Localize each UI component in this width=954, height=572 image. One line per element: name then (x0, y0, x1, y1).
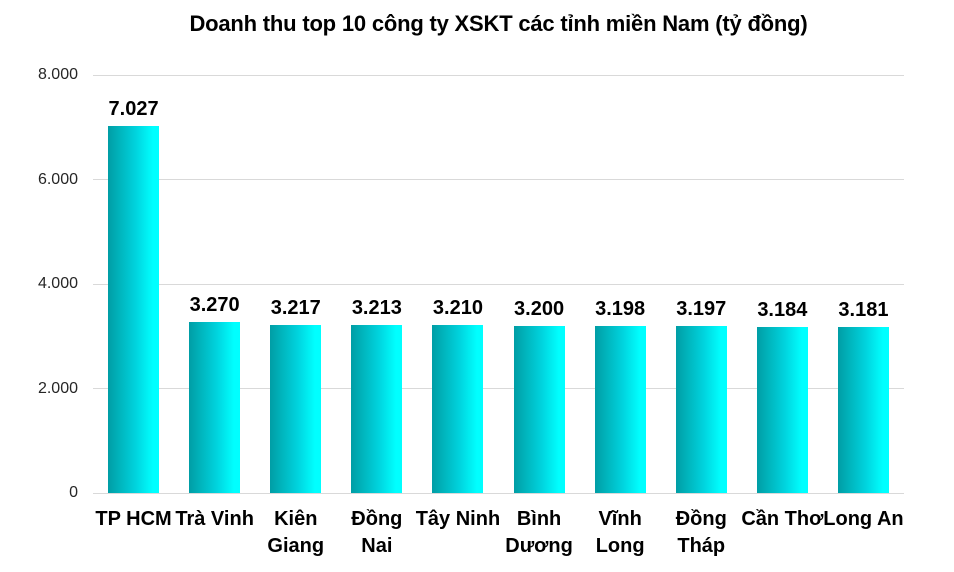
gridline (93, 74, 904, 76)
y-tick-label: 2.000 (37, 379, 78, 397)
bar-value-label: 3.198 (595, 297, 646, 320)
bar-value-label: 7.027 (108, 97, 159, 120)
bar-value-label: 3.270 (189, 294, 240, 317)
bar-6 (594, 325, 646, 493)
bar-8 (756, 326, 808, 493)
x-tick-label: Cần Thơ (741, 508, 824, 530)
x-tick-label: TP HCM (95, 508, 172, 530)
bar-value-label: 3.213 (351, 297, 402, 320)
x-tick-label: Trà Vinh (175, 508, 254, 530)
gridline (93, 283, 904, 285)
bar-1 (189, 322, 241, 493)
y-tick-label: 0 (69, 484, 78, 501)
bar-2 (270, 324, 322, 493)
chart-title: Doanh thu top 10 công ty XSKT các tỉnh m… (189, 11, 808, 36)
bar-7 (675, 325, 727, 493)
y-tick-label: 6.000 (37, 170, 78, 188)
bar-value-label: 3.210 (432, 297, 483, 320)
plot-area (93, 74, 904, 494)
bar-3 (351, 325, 403, 493)
gridline (93, 388, 904, 389)
x-tick-label: Tây Ninh (415, 508, 501, 530)
bar-9 (837, 326, 889, 493)
x-tick-label: Kiên Giang (267, 508, 325, 557)
x-tick-label: Đồng Nai (351, 508, 403, 557)
bar-5 (513, 325, 565, 493)
y-tick-label: 4.000 (37, 275, 78, 292)
bar-4 (432, 325, 484, 493)
x-tick-label: Bình Dương (505, 508, 573, 557)
bar-0 (108, 125, 160, 493)
y-tick-label: 8.000 (37, 66, 78, 83)
bar-value-label: 3.197 (676, 297, 727, 320)
gridline (93, 492, 904, 494)
bar-value-label: 3.184 (757, 298, 808, 321)
x-tick-label: Đồng Tháp (675, 508, 727, 557)
bar-value-label: 3.181 (838, 298, 889, 321)
x-tick-label: Vĩnh Long (595, 508, 645, 557)
gridline (93, 179, 904, 180)
bar-value-label: 3.217 (270, 296, 321, 319)
bar-value-label: 3.200 (514, 297, 565, 320)
x-tick-label: Long An (823, 508, 904, 530)
